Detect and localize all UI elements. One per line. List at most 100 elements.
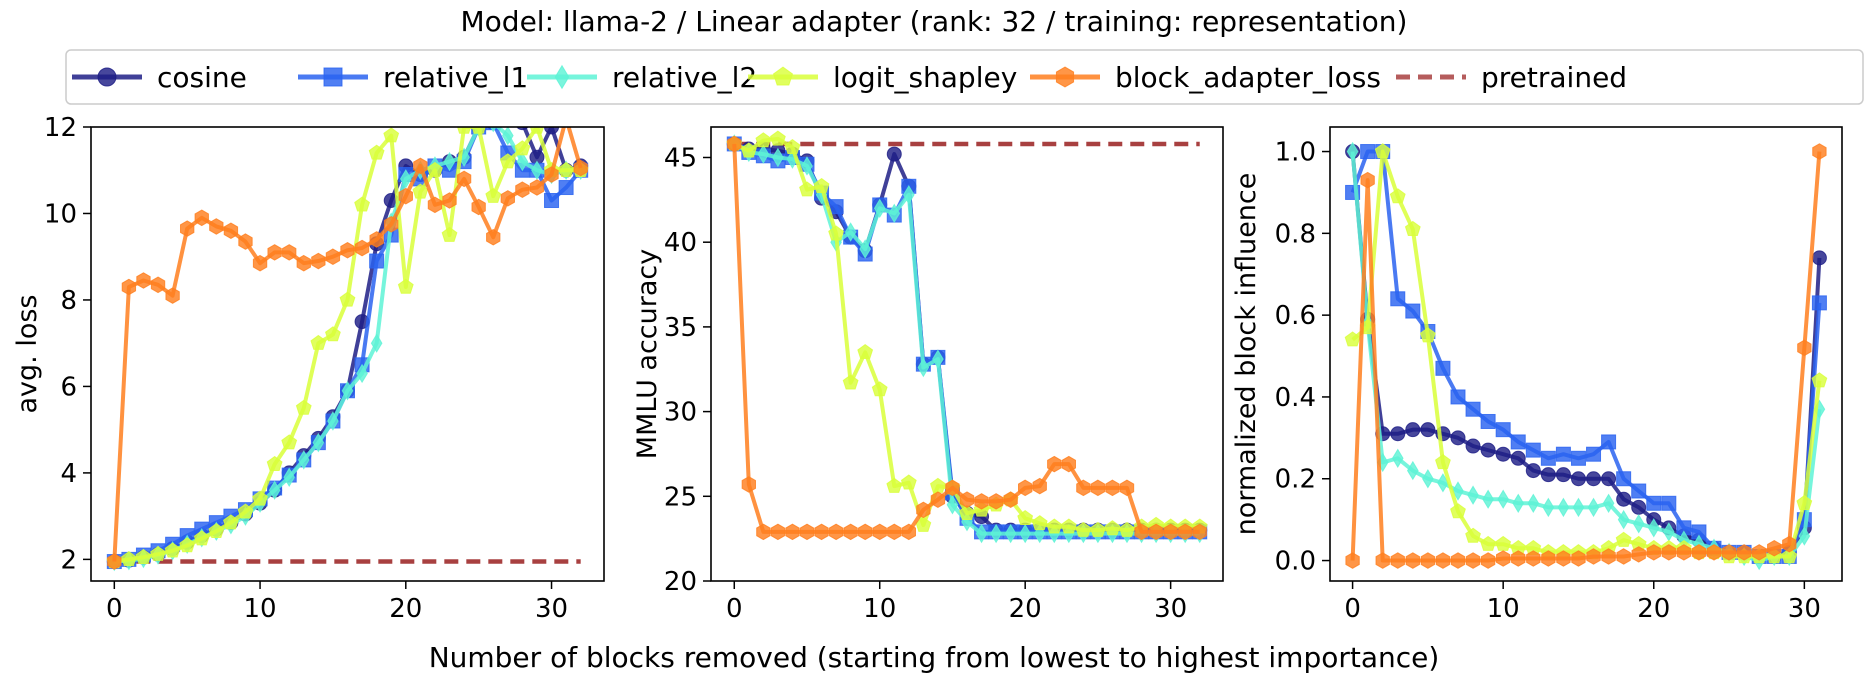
- series-logit-shapley: [106, 127, 589, 569]
- data-point: [1047, 455, 1062, 473]
- x-axis-label: Number of blocks removed (starting from …: [429, 641, 1440, 674]
- series-relative-l1: [106, 127, 589, 570]
- data-point: [341, 381, 354, 401]
- data-point: [1631, 483, 1647, 499]
- legend-marker: [772, 66, 794, 86]
- data-point: [755, 132, 772, 148]
- data-point: [1571, 550, 1586, 567]
- data-point: [558, 180, 574, 196]
- data-point: [150, 545, 166, 561]
- data-point: [1406, 460, 1419, 481]
- data-point: [1090, 479, 1106, 497]
- legend-item-logit-shapley: logit_shapley: [748, 61, 1017, 94]
- plot-area: [106, 111, 589, 572]
- data-point: [1495, 446, 1511, 462]
- y-axis-label: MMLU accuracy: [632, 249, 663, 459]
- data-point: [1360, 144, 1376, 160]
- data-point: [441, 226, 458, 242]
- data-point: [1017, 510, 1034, 526]
- data-point: [529, 179, 545, 196]
- data-point: [873, 198, 886, 219]
- data-point: [1404, 220, 1421, 236]
- data-point: [499, 153, 516, 169]
- data-point: [1163, 523, 1178, 541]
- data-point: [1405, 303, 1421, 319]
- data-point: [1601, 434, 1617, 450]
- y-tick-label: 25: [664, 482, 697, 512]
- data-point: [859, 239, 872, 259]
- data-point: [164, 542, 181, 558]
- data-point: [988, 493, 1004, 510]
- data-point: [1602, 493, 1615, 514]
- data-point: [1616, 491, 1632, 507]
- data-point: [193, 530, 210, 546]
- data-point: [312, 432, 325, 453]
- data-point: [1556, 550, 1571, 567]
- series-cosine: [106, 127, 589, 570]
- data-point: [121, 278, 137, 296]
- data-point: [1646, 495, 1662, 511]
- data-point: [427, 196, 443, 214]
- data-point: [916, 501, 931, 519]
- y-tick-label: 0.8: [1275, 219, 1316, 249]
- axes-frame: [1329, 126, 1843, 582]
- data-point: [888, 203, 901, 224]
- data-point: [339, 291, 356, 307]
- data-point: [485, 187, 502, 203]
- data-point: [1345, 552, 1360, 569]
- data-point: [1389, 188, 1406, 204]
- axes-frame: [90, 126, 605, 582]
- data-point: [1796, 494, 1813, 511]
- data-point: [397, 278, 414, 294]
- data-point: [383, 127, 400, 143]
- data-point: [471, 198, 486, 216]
- series-line: [1351, 149, 1822, 559]
- data-point: [1586, 471, 1602, 487]
- data-point: [1512, 493, 1525, 514]
- legend-label: relative_l2: [612, 61, 757, 94]
- data-point: [990, 523, 1002, 544]
- data-point: [974, 493, 989, 510]
- data-point: [252, 490, 268, 506]
- data-point: [900, 474, 917, 490]
- data-point: [486, 228, 501, 246]
- data-point: [559, 111, 572, 126]
- data-point: [932, 349, 944, 369]
- data-point: [772, 147, 784, 168]
- y-tick-label: 0.2: [1275, 465, 1316, 495]
- y-tick-label: 35: [664, 313, 697, 343]
- data-point: [1391, 448, 1404, 469]
- data-point: [471, 127, 486, 134]
- data-point: [1647, 518, 1660, 538]
- data-point: [1105, 479, 1120, 497]
- data-point: [1032, 477, 1047, 495]
- data-point: [1104, 520, 1121, 536]
- data-point: [770, 130, 786, 146]
- series-block-adapter-loss: [107, 111, 588, 570]
- data-point: [180, 220, 195, 237]
- data-point: [266, 455, 283, 471]
- data-point: [529, 127, 545, 134]
- data-point: [857, 343, 874, 360]
- data-point: [1586, 548, 1601, 565]
- data-point: [1344, 331, 1361, 347]
- x-tick-label: 10: [863, 594, 896, 624]
- data-point: [959, 491, 975, 508]
- data-point: [1495, 535, 1512, 551]
- data-point: [1435, 360, 1451, 376]
- series-relative-l2: [728, 134, 1206, 544]
- data-point: [1420, 422, 1436, 438]
- data-point: [325, 326, 341, 342]
- series-line: [1350, 151, 1822, 563]
- data-point: [281, 434, 298, 450]
- series-relative-l2: [108, 127, 587, 572]
- data-point: [1555, 467, 1571, 483]
- data-point: [150, 276, 166, 294]
- series-logit-shapley: [1344, 143, 1828, 564]
- y-tick-label: 40: [664, 228, 697, 258]
- data-point: [267, 244, 282, 261]
- data-point: [1450, 552, 1466, 569]
- data-point: [842, 374, 859, 390]
- data-point: [1587, 497, 1600, 518]
